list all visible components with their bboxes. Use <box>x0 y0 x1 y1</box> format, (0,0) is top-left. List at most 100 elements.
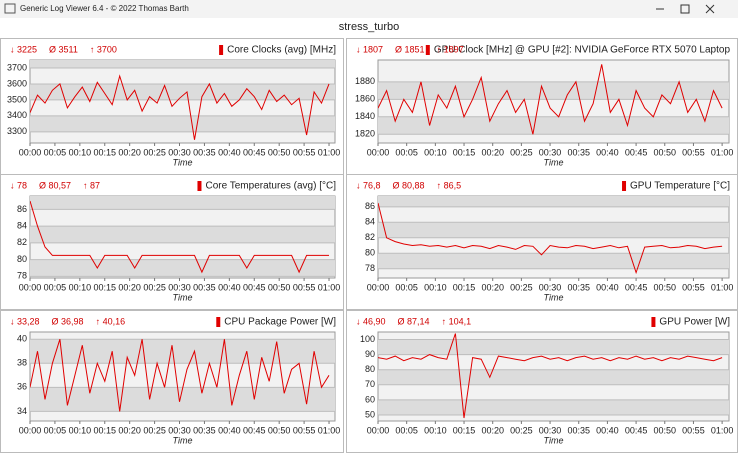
x-tick-label: 00:35 <box>567 282 590 292</box>
stat-label: ↑ 87 <box>83 180 100 190</box>
stat-label: ↓ 76,8 <box>356 180 381 190</box>
grid-band <box>30 226 335 243</box>
y-tick-label: 80 <box>365 248 375 258</box>
stat-label: ↑ 40,16 <box>96 316 126 326</box>
x-tick-label: 01:00 <box>711 425 734 435</box>
x-tick-label: 00:20 <box>481 425 504 435</box>
stat-label: Ø 87,14 <box>398 316 430 326</box>
x-tick-label: 00:45 <box>625 147 648 157</box>
stat-label: ↓ 33,28 <box>10 316 40 326</box>
y-tick-label: 1860 <box>355 94 375 104</box>
x-tick-label: 00:10 <box>424 425 447 435</box>
x-tick-label: 00:40 <box>596 425 619 435</box>
x-tick-label: 00:10 <box>424 282 447 292</box>
x-tick-label: 00:55 <box>293 282 316 292</box>
stat-label: ↑ 86,5 <box>437 180 462 190</box>
legend-swatch <box>219 45 223 55</box>
x-tick-label: 00:55 <box>682 282 705 292</box>
stat-label: Ø 80,88 <box>393 180 425 190</box>
x-axis-label: Time <box>544 292 564 302</box>
x-tick-label: 00:15 <box>453 282 476 292</box>
x-axis-label: Time <box>544 435 564 445</box>
x-tick-label: 00:30 <box>539 425 562 435</box>
x-tick-label: 00:10 <box>69 282 92 292</box>
legend-swatch <box>651 317 655 327</box>
y-tick-label: 38 <box>17 358 27 368</box>
grid-band <box>378 222 729 237</box>
x-tick-label: 00:50 <box>268 425 291 435</box>
x-tick-label: 00:30 <box>168 282 191 292</box>
y-tick-label: 50 <box>365 409 375 419</box>
stat-label: Ø 1851 <box>395 44 425 54</box>
x-axis-label: Time <box>544 157 564 167</box>
chart-panel: 506070809010000:0000:0500:1000:1500:2000… <box>347 311 738 453</box>
grid-band <box>30 196 335 209</box>
y-tick-label: 60 <box>365 394 375 404</box>
legend-label: Core Clocks (avg) [MHz] <box>227 45 336 56</box>
stat-label: ↓ 46,90 <box>356 316 386 326</box>
y-tick-label: 84 <box>365 217 375 227</box>
x-tick-label: 00:35 <box>567 147 590 157</box>
x-tick-label: 01:00 <box>711 147 734 157</box>
y-tick-label: 1820 <box>355 129 375 139</box>
x-tick-label: 00:20 <box>481 147 504 157</box>
y-tick-label: 3400 <box>7 110 27 120</box>
x-tick-label: 00:35 <box>193 282 216 292</box>
grid-band <box>378 253 729 268</box>
x-tick-label: 00:25 <box>143 425 166 435</box>
x-tick-label: 01:00 <box>711 282 734 292</box>
x-tick-label: 00:55 <box>682 147 705 157</box>
x-axis-label: Time <box>173 157 193 167</box>
x-tick-label: 00:40 <box>218 425 241 435</box>
y-tick-label: 70 <box>365 379 375 389</box>
x-tick-label: 00:10 <box>69 147 92 157</box>
x-tick-label: 00:15 <box>93 282 116 292</box>
y-tick-label: 3600 <box>7 78 27 88</box>
x-tick-label: 00:30 <box>539 282 562 292</box>
heading: stress_turbo <box>339 21 400 33</box>
y-tick-label: 40 <box>17 334 27 344</box>
grid-band <box>378 196 729 207</box>
legend-label: GPU Power [W] <box>659 317 730 328</box>
x-tick-label: 00:00 <box>367 147 390 157</box>
stat-label: ↑ 3700 <box>90 44 117 54</box>
x-tick-label: 00:05 <box>44 425 67 435</box>
grid-band <box>378 370 729 385</box>
x-tick-label: 00:15 <box>453 147 476 157</box>
x-tick-label: 00:00 <box>19 147 42 157</box>
x-tick-label: 00:10 <box>424 147 447 157</box>
y-tick-label: 90 <box>365 349 375 359</box>
x-tick-label: 00:15 <box>93 147 116 157</box>
x-tick-label: 00:25 <box>143 147 166 157</box>
y-tick-label: 82 <box>365 232 375 242</box>
grid-band <box>30 339 335 363</box>
x-tick-label: 00:20 <box>118 147 141 157</box>
x-tick-label: 00:50 <box>653 282 676 292</box>
legend-swatch <box>197 181 201 191</box>
chart-panel: 182018401860188000:0000:0500:1000:1500:2… <box>347 39 738 175</box>
stat-label: ↓ 1807 <box>356 44 383 54</box>
x-tick-label: 00:40 <box>218 282 241 292</box>
x-tick-label: 00:50 <box>653 425 676 435</box>
x-tick-label: 00:40 <box>218 147 241 157</box>
x-tick-label: 00:25 <box>143 282 166 292</box>
x-tick-label: 00:55 <box>682 425 705 435</box>
x-tick-label: 00:45 <box>243 282 266 292</box>
y-tick-label: 1840 <box>355 111 375 121</box>
x-tick-label: 00:15 <box>453 425 476 435</box>
x-tick-label: 00:35 <box>193 147 216 157</box>
chart-panel: 3436384000:0000:0500:1000:1500:2000:2500… <box>1 311 344 453</box>
x-tick-label: 00:05 <box>395 147 418 157</box>
legend-swatch <box>622 181 626 191</box>
grid-band <box>30 260 335 277</box>
x-tick-label: 00:20 <box>118 282 141 292</box>
x-tick-label: 00:00 <box>19 282 42 292</box>
x-tick-label: 00:20 <box>118 425 141 435</box>
chart-panel: 788082848600:0000:0500:1000:1500:2000:25… <box>347 175 738 310</box>
y-tick-label: 3300 <box>7 126 27 136</box>
x-tick-label: 00:20 <box>481 282 504 292</box>
x-tick-label: 00:05 <box>395 425 418 435</box>
x-tick-label: 00:50 <box>268 147 291 157</box>
stat-label: Ø 3511 <box>49 44 78 54</box>
